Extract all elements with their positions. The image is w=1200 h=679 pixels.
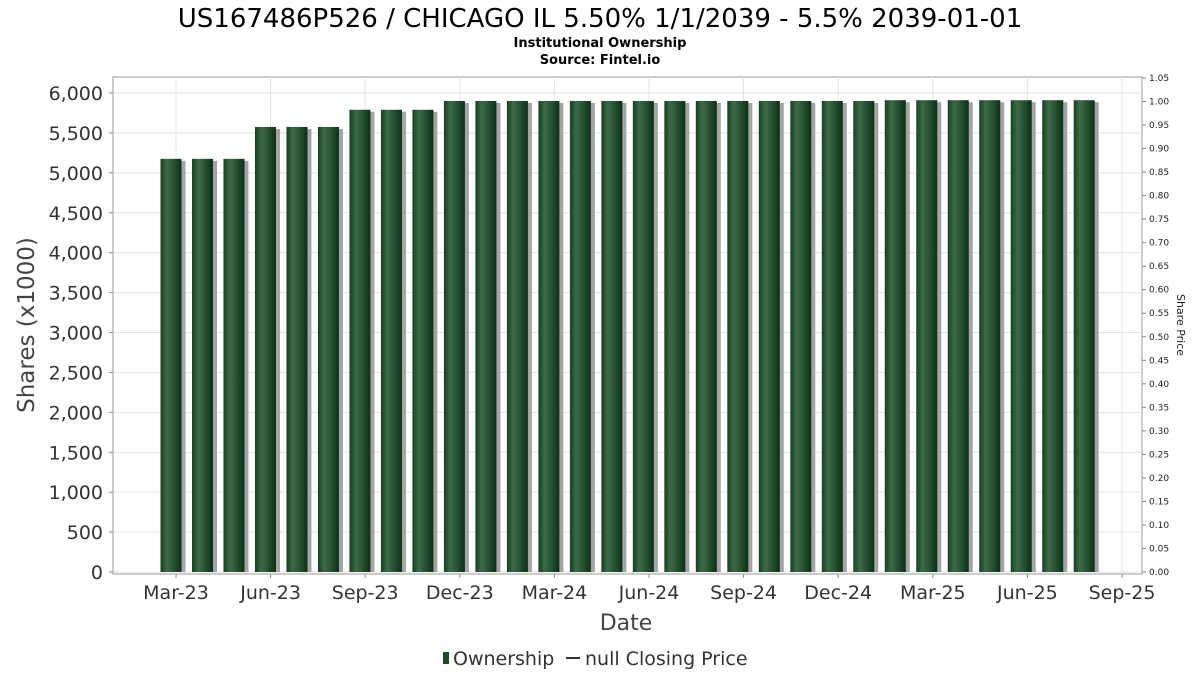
x-tick-label: Mar-23 (143, 582, 209, 604)
ownership-bar (790, 100, 812, 572)
axes: 0 500 1,000 1,500 2,000 2,500 3,000 3,500 4,000 4… (49, 74, 1170, 604)
ownership-bar (160, 158, 182, 573)
ownership-bar (947, 100, 969, 572)
y-tick-label: 5,000 (49, 163, 103, 185)
ownership-bar (569, 100, 591, 572)
ownership-bar (506, 100, 528, 572)
y2-tick-label: 0.00 (1149, 568, 1169, 578)
y-tick-label: 0 (91, 562, 103, 584)
ownership-bar (821, 100, 843, 572)
y2-tick-label: 0.80 (1149, 192, 1169, 202)
y-tick-label: 500 (67, 522, 103, 544)
y2-tick-label: 0.60 (1149, 286, 1169, 296)
ownership-bar (664, 100, 686, 572)
chart-source: Source: Fintel.io (540, 53, 661, 68)
ownership-bar (538, 100, 560, 572)
ownership-bar (1010, 100, 1032, 572)
y2-tick-label: 0.85 (1149, 168, 1169, 178)
y2-tick-label: 0.55 (1149, 309, 1169, 319)
ownership-bar (412, 109, 434, 572)
ownership-bar (317, 126, 339, 572)
x-tick-label: Mar-25 (900, 582, 966, 604)
y2-tick-label: 0.70 (1149, 239, 1169, 249)
ownership-bar (632, 100, 654, 572)
ownership-bar (286, 126, 308, 572)
y2-axis-title: Share Price (1174, 294, 1187, 356)
ownership-bar (443, 100, 465, 572)
ownership-bar (380, 109, 402, 572)
x-axis-title: Date (600, 611, 653, 636)
y-tick-label: 1,000 (49, 482, 103, 504)
ownership-bar (223, 158, 245, 573)
ownership-bar (1073, 100, 1095, 572)
y2-tick-label: 1.00 (1149, 98, 1169, 108)
ownership-bar (191, 158, 213, 573)
x-tick-label: Dec-23 (426, 582, 494, 604)
y-tick-label: 3,500 (49, 283, 103, 305)
y-tick-label: 2,000 (49, 402, 103, 424)
ownership-bar (254, 126, 276, 572)
y2-tick-label: 0.75 (1149, 215, 1169, 225)
y2-tick-label: 0.50 (1149, 333, 1169, 343)
legend-price-label: null Closing Price (585, 648, 748, 670)
y-tick-label: 4,500 (49, 203, 103, 225)
ownership-bar (349, 109, 371, 572)
y-tick-label: 4,000 (49, 243, 103, 265)
y-tick-label: 5,500 (49, 123, 103, 145)
y2-tick-label: 0.20 (1149, 474, 1169, 484)
y2-tick-label: 0.25 (1149, 450, 1169, 460)
x-tick-label: Dec-24 (804, 582, 872, 604)
x-tick-label: Sep-25 (1089, 582, 1156, 604)
ownership-bar (853, 100, 875, 572)
y2-tick-label: 0.95 (1149, 121, 1169, 131)
y2-tick-label: 0.35 (1149, 403, 1169, 413)
y-tick-label: 2,500 (49, 362, 103, 384)
y2-tick-label: 0.45 (1149, 356, 1169, 366)
ownership-bars (160, 100, 1099, 573)
legend: Ownership null Closing Price (443, 648, 748, 670)
x-tick-label: Jun-24 (618, 582, 680, 604)
y-tick-label: 6,000 (49, 83, 103, 105)
ownership-bar (758, 100, 780, 572)
y2-tick-label: 0.10 (1149, 521, 1169, 531)
y2-tick-label: 0.30 (1149, 427, 1169, 437)
y2-tick-label: 0.90 (1149, 145, 1169, 155)
ownership-bar (695, 100, 717, 572)
y-axis-title: Shares (x1000) (14, 237, 40, 413)
y2-tick-label: 0.15 (1149, 497, 1169, 507)
x-tick-label: Jun-23 (239, 582, 301, 604)
ownership-bar (601, 100, 623, 572)
legend-ownership-label: Ownership (453, 648, 554, 670)
x-tick-label: Sep-23 (332, 582, 399, 604)
y2-tick-label: 0.65 (1149, 262, 1169, 272)
ownership-bar (979, 100, 1001, 572)
ownership-bar (1042, 100, 1064, 572)
y-tick-label: 1,500 (49, 442, 103, 464)
y2-tick-label: 1.05 (1149, 74, 1169, 84)
ownership-bar (916, 100, 938, 572)
ownership-bar (475, 100, 497, 572)
ownership-bar (884, 100, 906, 572)
chart-title: US167486P526 / CHICAGO IL 5.50% 1/1/2039… (178, 4, 1023, 34)
x-tick-label: Sep-24 (710, 582, 777, 604)
y2-tick-label: 0.40 (1149, 380, 1169, 390)
x-tick-label: Mar-24 (522, 582, 588, 604)
legend-ownership-swatch (443, 652, 449, 664)
ownership-bar (727, 100, 749, 572)
x-tick-label: Jun-25 (996, 582, 1058, 604)
y-tick-label: 3,000 (49, 323, 103, 345)
y2-tick-label: 0.05 (1149, 544, 1169, 554)
chart-subtitle: Institutional Ownership (514, 36, 687, 51)
